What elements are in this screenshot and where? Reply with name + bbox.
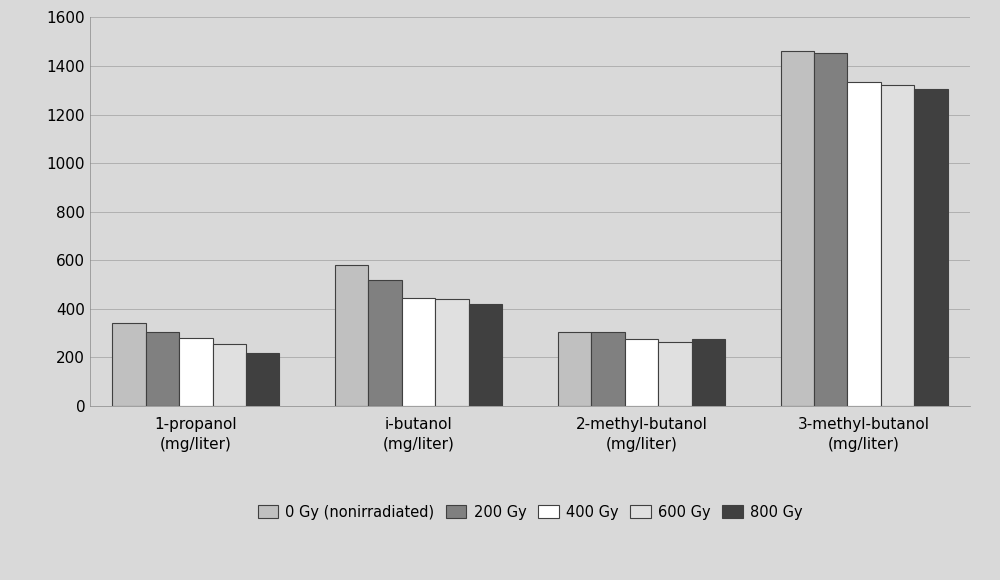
Bar [914,89,948,406]
Bar [435,299,469,406]
Bar [179,338,213,406]
Bar [781,52,814,406]
Bar [213,344,246,406]
Bar [814,53,847,406]
Bar [112,324,146,406]
Legend: 0 Gy (nonirradiated), 200 Gy, 400 Gy, 600 Gy, 800 Gy: 0 Gy (nonirradiated), 200 Gy, 400 Gy, 60… [252,499,808,525]
Bar [368,280,402,406]
Bar [881,85,914,406]
Bar [335,265,368,406]
Bar [658,342,692,406]
Bar [847,82,881,406]
Bar [591,332,625,406]
Bar [625,339,658,406]
Bar [246,353,279,406]
Bar [146,332,179,406]
Bar [402,298,435,406]
Bar [558,332,591,406]
Bar [469,304,502,406]
Bar [692,339,725,406]
